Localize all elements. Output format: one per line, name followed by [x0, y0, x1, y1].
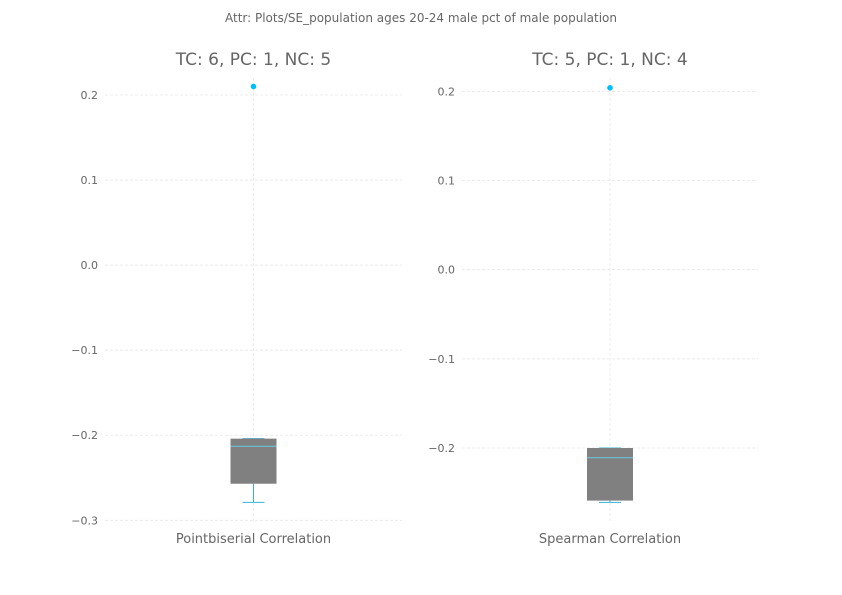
- subplot-title: TC: 6, PC: 1, NC: 5: [175, 50, 331, 70]
- y-tick-label: 0.2: [438, 85, 456, 98]
- y-tick-label: −0.2: [71, 429, 98, 442]
- box-iqr: [230, 438, 277, 484]
- outlier-point: [250, 83, 257, 90]
- x-axis-label: Spearman Correlation: [539, 532, 681, 547]
- y-tick-label: 0.0: [81, 259, 99, 272]
- y-tick-label: 0.2: [81, 89, 99, 102]
- y-tick-label: −0.3: [71, 514, 98, 527]
- subplot-spearman: −0.2 −0.1 0.0 0.1 0.2 TC: 5, PC: 1, NC: 4 Spea…: [428, 50, 758, 547]
- y-tick-label: 0.1: [81, 174, 99, 187]
- outlier-point: [607, 85, 613, 91]
- box-iqr: [587, 448, 633, 501]
- subplot-title: TC: 5, PC: 1, NC: 4: [531, 50, 687, 70]
- figure-suptitle: Attr: Plots/SE_population ages 20-24 mal…: [225, 11, 617, 25]
- y-tick-label: −0.1: [428, 353, 455, 366]
- y-tick-label: 0.1: [438, 175, 456, 188]
- y-tick-label: 0.0: [438, 264, 456, 277]
- x-axis-label: Pointbiserial Correlation: [176, 532, 331, 547]
- subplot-pointbiserial: −0.3 −0.2 −0.1 0.0 0.1 0.2 TC: 6, PC: 1, NC: 5…: [71, 50, 402, 547]
- y-tick-label: −0.1: [71, 344, 98, 357]
- y-tick-label: −0.2: [428, 442, 455, 455]
